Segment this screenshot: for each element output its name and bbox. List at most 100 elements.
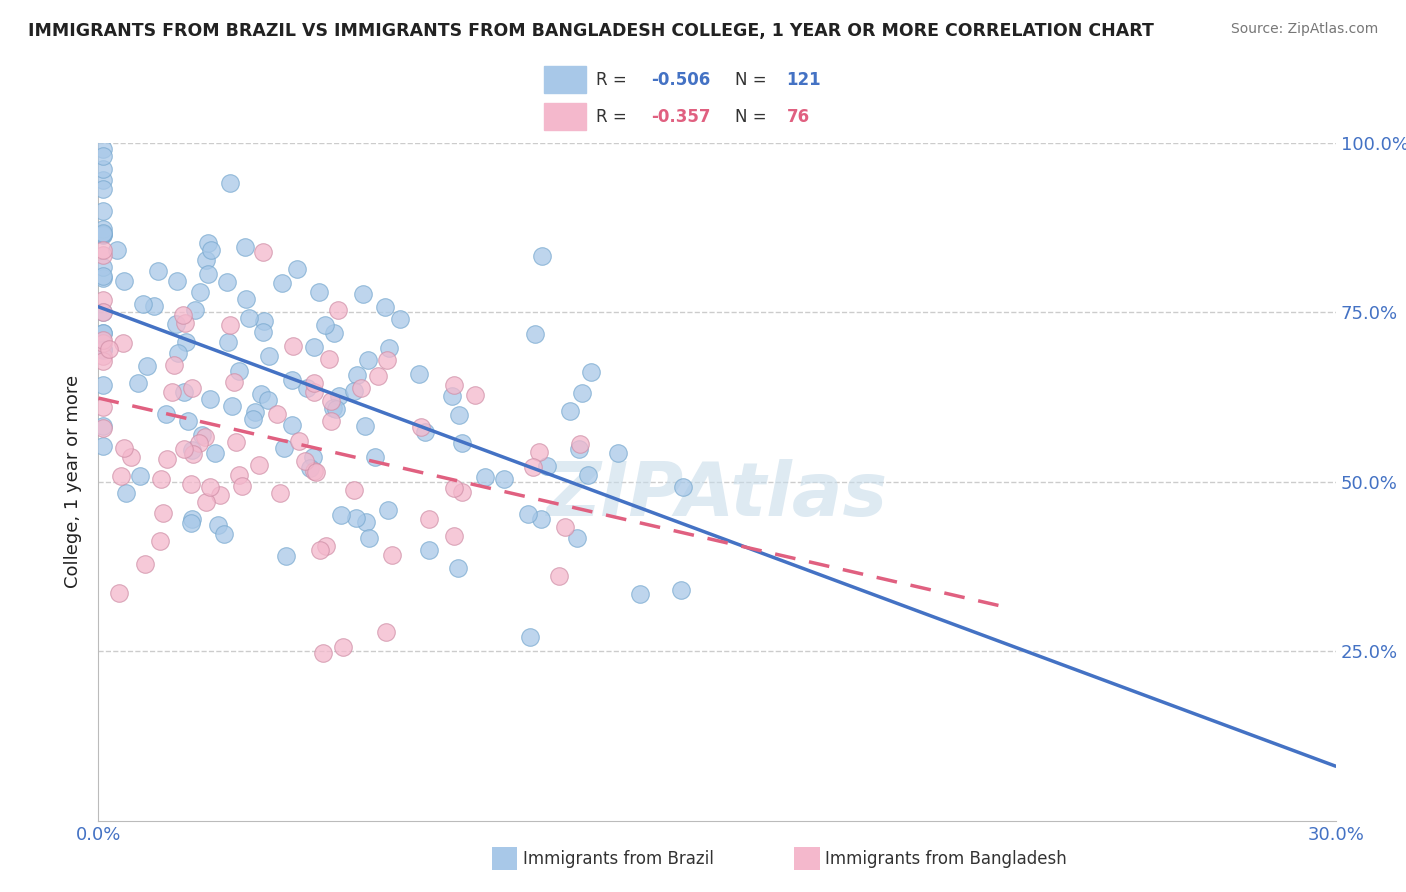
Point	[91, 182, 114, 196]
Point	[536, 459, 558, 474]
Point	[281, 373, 304, 387]
Text: N =: N =	[735, 70, 766, 88]
Point	[91, 349, 114, 363]
Point	[91, 222, 114, 236]
Point	[418, 543, 440, 558]
Point	[607, 446, 630, 460]
Point	[91, 420, 114, 434]
Point	[222, 375, 245, 389]
Point	[91, 293, 114, 307]
Point	[322, 401, 344, 415]
Point	[297, 381, 319, 395]
Point	[188, 285, 211, 300]
Point	[204, 446, 226, 460]
Text: R =: R =	[596, 108, 627, 126]
Point	[191, 428, 214, 442]
Point	[447, 560, 470, 574]
Point	[252, 245, 274, 260]
Point	[343, 483, 366, 497]
Point	[112, 336, 135, 351]
Point	[219, 176, 242, 190]
Point	[225, 435, 247, 450]
Point	[571, 386, 593, 401]
Point	[273, 441, 295, 455]
Point	[180, 443, 202, 458]
Point	[308, 285, 330, 299]
Point	[91, 260, 114, 274]
Point	[451, 436, 474, 450]
Point	[208, 488, 231, 502]
Point	[91, 227, 114, 241]
Point	[302, 384, 325, 399]
Point	[142, 299, 165, 313]
Point	[354, 419, 377, 434]
Point	[247, 458, 270, 472]
Point	[312, 646, 335, 660]
Point	[149, 472, 172, 486]
Point	[266, 407, 288, 421]
Point	[346, 511, 368, 525]
Point	[165, 317, 187, 331]
Point	[576, 467, 599, 482]
Point	[155, 407, 177, 421]
Point	[411, 420, 433, 434]
Point	[108, 586, 131, 600]
Text: Immigrants from Brazil: Immigrants from Brazil	[523, 850, 714, 868]
Point	[271, 276, 294, 290]
Point	[451, 485, 474, 500]
Point	[375, 353, 398, 368]
Point	[517, 507, 540, 521]
Point	[522, 460, 544, 475]
Point	[294, 453, 316, 467]
Point	[329, 508, 352, 522]
Point	[91, 226, 114, 240]
Point	[163, 358, 186, 372]
Point	[323, 326, 346, 340]
Point	[474, 469, 496, 483]
Point	[97, 342, 120, 356]
Point	[219, 318, 242, 332]
Point	[269, 486, 291, 500]
Point	[91, 248, 114, 262]
Bar	[544, 66, 586, 94]
Point	[200, 479, 222, 493]
Point	[350, 381, 373, 395]
Text: Immigrants from Bangladesh: Immigrants from Bangladesh	[825, 850, 1067, 868]
Point	[105, 243, 128, 257]
Point	[558, 403, 581, 417]
Text: -0.506: -0.506	[651, 70, 710, 88]
Point	[243, 405, 266, 419]
Point	[418, 512, 440, 526]
Point	[314, 318, 336, 332]
Point	[302, 464, 325, 478]
Text: 121: 121	[786, 70, 821, 88]
Point	[531, 249, 554, 263]
Point	[565, 532, 588, 546]
Point	[207, 517, 229, 532]
Point	[381, 548, 404, 562]
Point	[91, 353, 114, 368]
Point	[252, 326, 274, 340]
Point	[463, 388, 485, 402]
Point	[180, 477, 202, 491]
Point	[180, 516, 202, 530]
Point	[364, 450, 387, 464]
Point	[530, 512, 553, 526]
Text: Source: ZipAtlas.com: Source: ZipAtlas.com	[1230, 22, 1378, 37]
Point	[328, 389, 350, 403]
Point	[375, 624, 398, 639]
Point	[357, 531, 380, 545]
Point	[166, 274, 188, 288]
Point	[388, 312, 411, 326]
Point	[167, 346, 190, 360]
Point	[215, 275, 238, 289]
Point	[156, 452, 179, 467]
Point	[253, 314, 276, 328]
Point	[256, 393, 278, 408]
Point	[188, 436, 211, 450]
Point	[568, 442, 591, 456]
Point	[346, 368, 368, 382]
Point	[181, 380, 204, 394]
Point	[285, 262, 308, 277]
Point	[174, 335, 197, 350]
